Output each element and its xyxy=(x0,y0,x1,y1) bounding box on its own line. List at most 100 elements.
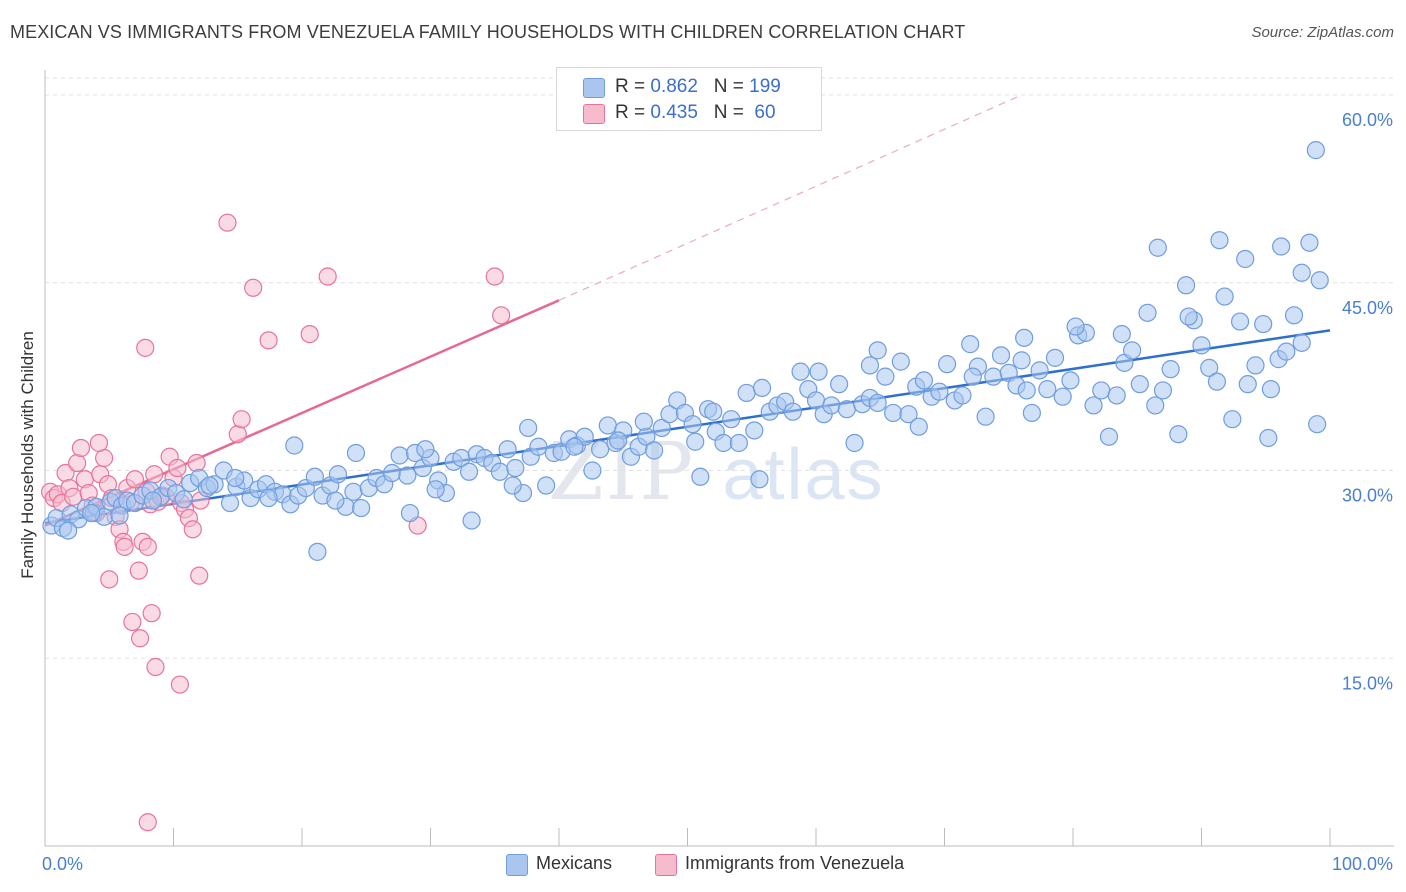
point-mexicans xyxy=(1015,328,1034,347)
point-mexicans xyxy=(1308,415,1327,434)
point-venezuela xyxy=(485,267,504,286)
point-mexicans xyxy=(909,417,928,436)
point-mexicans xyxy=(308,542,327,561)
point-mexicans xyxy=(1277,342,1296,361)
point-mexicans xyxy=(416,440,435,459)
point-mexicans xyxy=(1045,348,1065,367)
point-mexicans xyxy=(328,465,348,484)
point-mexicans xyxy=(1066,317,1085,336)
point-mexicans xyxy=(1210,231,1229,250)
point-mexicans xyxy=(1030,361,1049,380)
stats-legend: R = 0.862 N = 199 R = 0.435 N = 60 xyxy=(556,67,822,131)
point-mexicans xyxy=(899,405,918,424)
point-mexicans xyxy=(1192,336,1211,355)
points-mexicans xyxy=(42,141,1329,561)
point-mexicans xyxy=(1153,381,1173,400)
point-mexicans xyxy=(830,375,849,394)
point-mexicans xyxy=(609,431,628,450)
legend-swatch-mexicans xyxy=(583,78,605,98)
point-mexicans xyxy=(737,383,756,403)
point-mexicans xyxy=(745,421,764,440)
y-tick-label: 30.0% xyxy=(1342,486,1393,506)
point-venezuela xyxy=(183,520,202,539)
point-venezuela xyxy=(492,306,511,325)
point-mexicans xyxy=(1022,403,1041,423)
point-mexicans xyxy=(1207,372,1227,391)
point-mexicans xyxy=(1246,356,1265,375)
point-mexicans xyxy=(809,362,828,381)
x-tick-label: 0.0% xyxy=(42,854,83,874)
axes xyxy=(44,70,1394,847)
legend-label-venezuela: Immigrants from Venezuela xyxy=(685,853,905,873)
points-venezuela xyxy=(41,213,511,832)
point-mexicans xyxy=(891,352,910,371)
point-mexicans xyxy=(1017,381,1036,400)
point-mexicans xyxy=(1112,324,1131,344)
stats-text: R = 0.435 N = 60 xyxy=(615,102,776,123)
point-mexicans xyxy=(490,462,509,481)
point-mexicans xyxy=(1292,333,1311,352)
point-venezuela xyxy=(136,338,155,357)
point-venezuela xyxy=(68,453,87,473)
point-mexicans xyxy=(1230,312,1250,331)
point-mexicans xyxy=(634,412,653,431)
point-venezuela xyxy=(190,566,209,585)
point-mexicans xyxy=(390,446,409,465)
point-mexicans xyxy=(791,362,810,381)
point-venezuela xyxy=(89,433,109,453)
source-credit: Source: ZipAtlas.com xyxy=(1251,24,1394,41)
point-mexicans xyxy=(1300,233,1319,252)
point-venezuela xyxy=(95,448,114,468)
point-mexicans xyxy=(1310,271,1329,290)
point-mexicans xyxy=(991,346,1011,365)
point-mexicans xyxy=(822,396,841,415)
point-mexicans xyxy=(537,476,556,495)
point-mexicans xyxy=(837,400,856,419)
point-mexicans xyxy=(876,367,895,386)
point-venezuela xyxy=(228,425,247,444)
point-mexicans xyxy=(382,463,402,483)
point-mexicans xyxy=(143,491,163,510)
point-venezuela xyxy=(232,410,251,429)
point-mexicans xyxy=(1261,380,1280,399)
point-mexicans xyxy=(1092,381,1111,400)
point-venezuela xyxy=(300,324,319,344)
point-mexicans xyxy=(845,433,864,453)
point-mexicans xyxy=(498,440,517,459)
point-mexicans xyxy=(1123,341,1142,360)
point-mexicans xyxy=(868,341,887,360)
point-mexicans xyxy=(1238,375,1257,394)
n-value: 60 xyxy=(749,102,776,123)
point-venezuela xyxy=(244,278,263,297)
y-tick-label: 15.0% xyxy=(1342,673,1393,693)
point-mexicans xyxy=(1292,263,1311,282)
point-venezuela xyxy=(129,561,148,580)
point-mexicans xyxy=(752,378,772,398)
point-mexicans xyxy=(1061,371,1080,390)
point-mexicans xyxy=(259,488,278,508)
point-mexicans xyxy=(1179,307,1198,326)
point-mexicans xyxy=(529,437,548,456)
point-mexicans xyxy=(1084,396,1103,415)
point-mexicans xyxy=(1107,386,1126,405)
point-mexicans xyxy=(1272,237,1291,256)
point-mexicans xyxy=(722,410,741,429)
point-mexicans xyxy=(59,521,78,540)
point-mexicans xyxy=(1161,360,1180,379)
point-mexicans xyxy=(1215,287,1234,306)
point-mexicans xyxy=(984,367,1003,386)
point-mexicans xyxy=(110,506,129,525)
point-mexicans xyxy=(82,503,101,523)
point-mexicans xyxy=(426,480,445,499)
point-mexicans xyxy=(1012,351,1031,370)
point-mexicans xyxy=(400,503,420,523)
r-value: 0.862 xyxy=(650,76,698,97)
point-mexicans xyxy=(750,470,769,489)
point-mexicans xyxy=(1200,358,1219,377)
trend-line-venezuela-extension xyxy=(558,94,1022,301)
point-mexicans xyxy=(691,467,710,486)
point-mexicans xyxy=(1259,428,1278,448)
point-mexicans xyxy=(326,491,345,510)
point-mexicans xyxy=(1306,141,1325,160)
point-mexicans xyxy=(883,403,903,423)
